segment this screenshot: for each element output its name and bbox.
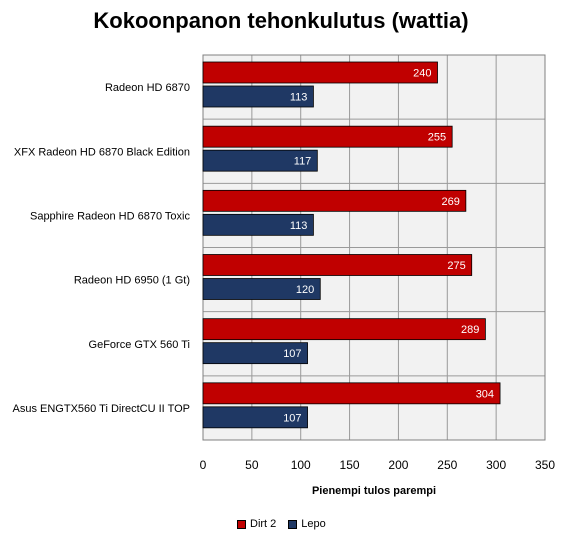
bar-lepo [202,85,314,108]
legend-label-lepo: Lepo [301,518,326,530]
category-label: XFX Radeon HD 6870 Black Edition [14,146,190,158]
data-label-dirt2: 289 [461,324,479,336]
data-label-dirt2: 275 [447,260,465,272]
bar-lepo [202,342,308,365]
bar-dirt2 [202,318,486,341]
data-label-dirt2: 269 [441,196,459,208]
legend-swatch-dirt2 [237,519,246,529]
x-tick-label: 100 [291,458,311,472]
data-label-lepo: 120 [296,284,314,296]
category-label: Radeon HD 6870 [105,82,190,94]
legend-item-dirt2: Dirt 2 [237,518,276,530]
category-label: Radeon HD 6950 (1 Gt) [74,275,190,287]
bar-dirt2 [202,189,467,212]
data-label-lepo: 117 [294,156,312,168]
bar-dirt2 [202,61,438,84]
category-label: Sapphire Radeon HD 6870 Toxic [30,210,191,222]
x-tick-label: 350 [535,458,555,472]
x-tick-label: 0 [200,458,207,472]
x-axis-label: Pienempi tulos parempi [312,485,436,497]
category-label: GeForce GTX 560 Ti [89,339,190,351]
data-label-lepo: 113 [290,92,308,104]
bar-lepo [202,213,314,236]
data-label-lepo: 113 [290,220,308,232]
x-tick-label: 250 [437,458,457,472]
bar-dirt2 [202,254,473,276]
bar-lepo [202,149,318,172]
data-label-dirt2: 304 [476,388,494,400]
legend: Dirt 2 Lepo [237,518,334,530]
plot-border [202,54,546,441]
category-label: Asus ENGTX560 Ti DirectCU II TOP [13,403,190,415]
data-label-lepo: 107 [283,412,301,424]
x-tick-label: 300 [486,458,506,472]
x-tick-label: 150 [340,458,360,472]
bar-dirt2 [202,382,501,405]
bar-dirt2 [202,125,453,148]
data-label-dirt2: 255 [428,132,446,144]
data-label-dirt2: 240 [413,68,431,80]
bar-lepo [202,278,321,300]
data-label-lepo: 107 [283,348,301,360]
legend-label-dirt2: Dirt 2 [250,518,277,530]
chart-title: Kokoonpanon tehonkulutus (wattia) [93,8,469,33]
legend-swatch-lepo [288,519,298,529]
bar-lepo [202,406,308,429]
x-tick-label: 200 [388,458,408,472]
legend-item-lepo: Lepo [288,518,326,530]
x-tick-label: 50 [245,458,259,472]
